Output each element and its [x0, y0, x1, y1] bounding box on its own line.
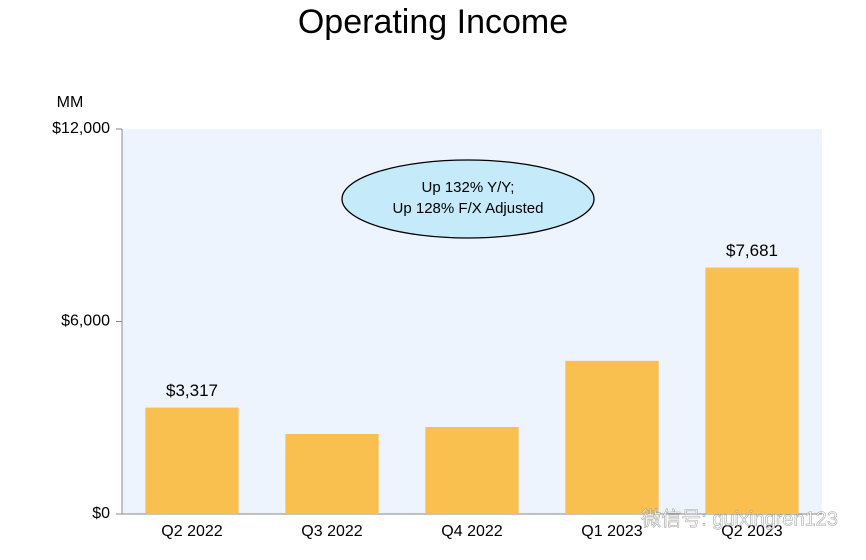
y-tick-label: $0 [92, 505, 110, 522]
y-tick-label: $12,000 [52, 120, 110, 137]
x-tick-label: Q4 2022 [441, 523, 502, 540]
chart-title: Operating Income [298, 3, 568, 41]
annotation-bubble [341, 159, 595, 239]
annotation-text: Up 132% Y/Y; [422, 179, 515, 196]
value-label: $3,317 [166, 381, 218, 400]
x-tick-label: Q3 2022 [301, 523, 362, 540]
y-unit-label: MM [57, 94, 84, 111]
bar [565, 360, 659, 514]
bar [425, 426, 519, 514]
y-tick-label: $6,000 [61, 313, 110, 330]
bar [145, 407, 239, 514]
x-tick-label: Q1 2023 [581, 523, 642, 540]
bar [705, 267, 799, 514]
x-tick-label: Q2 2023 [721, 523, 782, 540]
value-label: $7,681 [726, 241, 778, 260]
bar [285, 433, 379, 514]
watermark: 微信号: guixingren123 [641, 507, 838, 530]
annotation-text: Up 128% F/X Adjusted [393, 200, 544, 217]
x-tick-label: Q2 2022 [161, 523, 222, 540]
